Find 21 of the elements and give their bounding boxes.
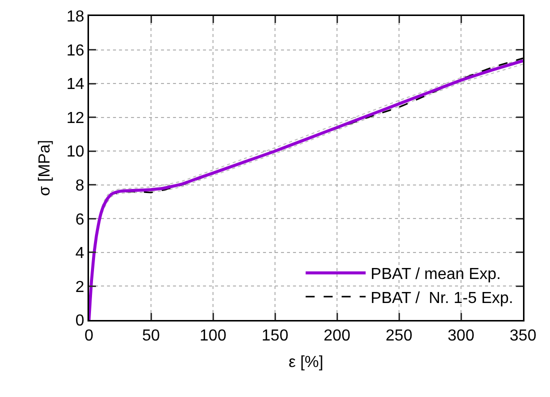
y-tick-label: 14 [66,76,84,94]
y-tick-label: 10 [66,144,84,161]
legend-label: PBAT / Nr. 1-5 Exp. [370,290,514,307]
x-tick-label: 150 [262,328,288,345]
y-tick-label: 0 [75,312,84,330]
x-tick-label: 200 [324,328,350,345]
x-tick-label: 50 [142,328,160,345]
legend-label: PBAT / mean Exp. [370,266,501,284]
y-tick-label: 8 [75,177,84,194]
y-tick-label: 18 [66,8,84,26]
y-tick-label: 2 [75,278,84,296]
y-tick-label: 6 [75,211,84,228]
y-tick-label: 4 [75,245,84,262]
x-tick-label: 350 [510,328,536,345]
x-tick-label: 100 [200,328,226,345]
x-tick-label: 300 [448,328,474,345]
x-tick-label: 250 [386,328,412,345]
y-axis-title: σ [MPa] [36,140,54,196]
y-tick-label: 12 [66,110,84,127]
y-tick-label: 16 [66,42,84,60]
x-axis-title: ε [%] [288,354,324,372]
